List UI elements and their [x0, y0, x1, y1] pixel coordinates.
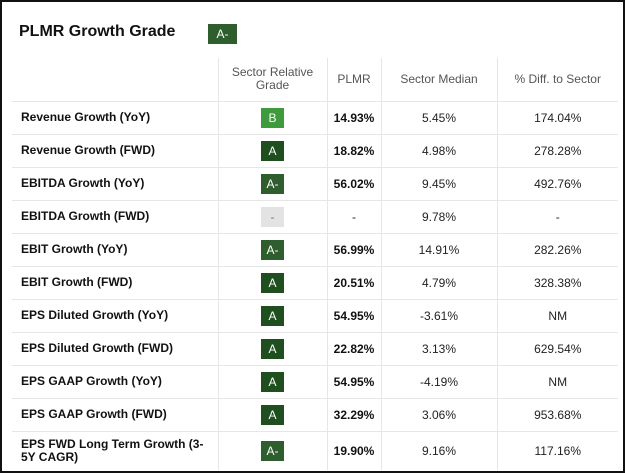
grade-badge: B [261, 107, 284, 128]
table-row: Revenue Growth (YoY) B 14.93% 5.45% 174.04% [12, 101, 618, 135]
growth-table: Sector Relative Grade PLMR Sector Median… [12, 58, 618, 470]
diff-to-sector-value: NM [496, 365, 618, 399]
grade-cell: A [217, 332, 327, 366]
sector-median-value: 3.13% [380, 332, 497, 366]
sector-median-value: 9.78% [380, 200, 497, 234]
diff-to-sector-value: 278.28% [496, 134, 618, 168]
metric-name: EPS Diluted Growth (YoY) [12, 299, 218, 333]
plmr-value: 56.99% [326, 233, 381, 267]
plmr-value: 18.82% [326, 134, 381, 168]
plmr-value: 22.82% [326, 332, 381, 366]
diff-to-sector-value: 629.54% [496, 332, 618, 366]
sector-median-value: 4.98% [380, 134, 497, 168]
grade-cell: - [217, 200, 327, 234]
grade-badge: A- [261, 239, 284, 260]
grade-badge: A [261, 338, 284, 359]
header-diff-to-sector[interactable]: % Diff. to Sector [496, 58, 618, 102]
header-metric [12, 58, 218, 102]
grade-cell: A- [217, 233, 327, 267]
plmr-value: - [326, 200, 381, 234]
plmr-value: 20.51% [326, 266, 381, 300]
plmr-value: 14.93% [326, 101, 381, 135]
grade-badge: A- [261, 440, 284, 461]
metric-name: EBIT Growth (FWD) [12, 266, 218, 300]
table-row: EBITDA Growth (FWD) - -9.78% - [12, 200, 618, 234]
diff-to-sector-value: 174.04% [496, 101, 618, 135]
plmr-value: 54.95% [326, 365, 381, 399]
table-row: EBIT Growth (YoY) A- 56.99% 14.91% 282.26% [12, 233, 618, 267]
metric-name: Revenue Growth (FWD) [12, 134, 218, 168]
diff-to-sector-value: NM [496, 299, 618, 333]
metric-name: EPS FWD Long Term Growth (3-5Y CAGR) [21, 436, 204, 464]
sector-median-value: 14.91% [380, 233, 497, 267]
table-row: EPS GAAP Growth (FWD) A 32.29% 3.06% 953.68% [12, 398, 618, 432]
diff-to-sector-value: 117.16% [496, 431, 618, 470]
diff-to-sector-value: 282.26% [496, 233, 618, 267]
plmr-value: 54.95% [326, 299, 381, 333]
diff-to-sector-value: 328.38% [496, 266, 618, 300]
plmr-value: 32.29% [326, 398, 381, 432]
table-row: EPS FWD Long Term Growth (3-5Y CAGR) A- 19… [12, 431, 618, 470]
sector-median-value: 4.79% [380, 266, 497, 300]
diff-to-sector-value: 492.76% [496, 167, 618, 201]
table-row: EBIT Growth (FWD) A 20.51% 4.79% 328.38% [12, 266, 618, 300]
grade-badge: A- [261, 173, 284, 194]
grade-badge: A [261, 404, 284, 425]
plmr-value: 19.90% [326, 431, 381, 470]
diff-to-sector-value: 953.68% [496, 398, 618, 432]
table-body: Revenue Growth (YoY) B 14.93% 5.45% 174.04% R… [12, 101, 618, 470]
grade-cell: A [217, 134, 327, 168]
grade-badge: A [261, 140, 284, 161]
diff-to-sector-value: - [496, 200, 618, 234]
sector-median-value: 5.45% [380, 101, 497, 135]
table-row: EPS Diluted Growth (YoY) A 54.95% -3.61% NM [12, 299, 618, 333]
grade-badge: A [261, 371, 284, 392]
grade-cell: A- [217, 431, 327, 470]
header-sector-median[interactable]: Sector Median [380, 58, 497, 102]
table-row: EBITDA Growth (YoY) A- 56.02% 9.45% 492.76% [12, 167, 618, 201]
header-plmr[interactable]: PLMR [326, 58, 381, 102]
page-title: PLMR Growth Grade [19, 23, 176, 40]
overall-grade-badge: A- [208, 24, 237, 44]
sector-median-value: -4.19% [380, 365, 497, 399]
grade-cell: A- [217, 167, 327, 201]
metric-name: EPS Diluted Growth (FWD) [12, 332, 218, 366]
metric-name: EPS GAAP Growth (YoY) [12, 365, 218, 399]
grade-cell: A [217, 398, 327, 432]
metric-name: EBITDA Growth (YoY) [12, 167, 218, 201]
table-header-row: Sector Relative Grade PLMR Sector Median… [12, 58, 618, 102]
grade-cell: B [217, 101, 327, 135]
table-row: Revenue Growth (FWD) A 18.82% 4.98% 278.28% [12, 134, 618, 168]
metric-name: EPS GAAP Growth (FWD) [12, 398, 218, 432]
metric-name: Revenue Growth (YoY) [12, 101, 218, 135]
table-row: EPS GAAP Growth (YoY) A 54.95% -4.19% NM [12, 365, 618, 399]
grade-cell: A [217, 266, 327, 300]
grade-cell: A [217, 365, 327, 399]
sector-median-value: -3.61% [380, 299, 497, 333]
header-sector-relative-grade[interactable]: Sector Relative Grade [217, 58, 327, 102]
sector-median-value: 9.16% [380, 431, 497, 470]
grade-badge: A [261, 305, 284, 326]
table-row: EPS Diluted Growth (FWD) A 22.82% 3.13% 629.… [12, 332, 618, 366]
plmr-value: 56.02% [326, 167, 381, 201]
metric-name: EBIT Growth (YoY) [12, 233, 218, 267]
metric-name: EBITDA Growth (FWD) [12, 200, 218, 234]
grade-cell: A [217, 299, 327, 333]
sector-median-value: 3.06% [380, 398, 497, 432]
grade-badge: - [261, 206, 284, 227]
sector-median-value: 9.45% [380, 167, 497, 201]
grade-badge: A [261, 272, 284, 293]
